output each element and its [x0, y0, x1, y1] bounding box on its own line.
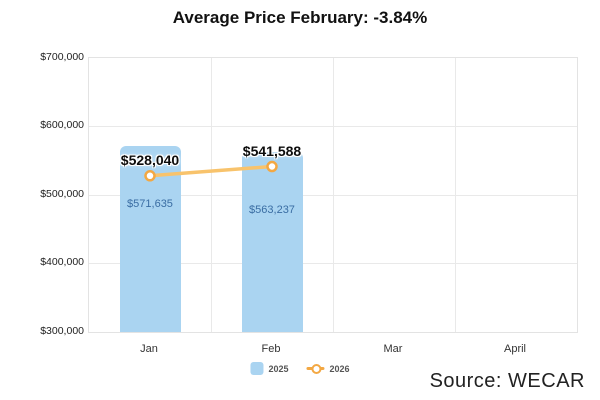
- y-axis-tick: $700,000: [40, 51, 84, 63]
- legend-item-2025[interactable]: 2025: [250, 362, 289, 375]
- x-axis-label-april: April: [503, 343, 527, 355]
- line-marker-feb: [266, 160, 278, 173]
- line-value-label: $528,040: [120, 151, 180, 168]
- x-axis-label-feb: Feb: [261, 343, 281, 355]
- legend-label-2025: 2025: [268, 363, 289, 374]
- bar-value-label: $571,635: [127, 197, 173, 210]
- legend-label-2026: 2026: [329, 363, 350, 374]
- trend-line-2026: [144, 160, 278, 182]
- bar-value-label: $563,237: [249, 203, 295, 216]
- chart-title: Average Price February: -3.84%: [172, 8, 428, 27]
- legend-swatch-2025: [250, 362, 264, 375]
- y-axis-tick: $600,000: [40, 119, 84, 131]
- line-marker-jan: [144, 170, 156, 182]
- bar-2025-feb: $563,237: [241, 151, 303, 332]
- source-attribution: Source: WECAR: [429, 370, 585, 392]
- plot-area: $571,635 $563,237 $528,040 $541,588: [88, 57, 578, 333]
- y-axis-tick: $400,000: [40, 256, 84, 268]
- y-axis-tick: $300,000: [40, 325, 84, 337]
- legend-swatch-2026: [306, 364, 325, 374]
- gridline-vertical: [333, 58, 334, 332]
- line-value-label: $541,588: [242, 142, 302, 159]
- gridline-vertical: [455, 58, 456, 332]
- x-axis-label-jan: Jan: [140, 343, 158, 355]
- legend: 2025 2026: [250, 362, 350, 375]
- legend-item-2026[interactable]: 2026: [306, 363, 350, 374]
- y-axis-tick: $500,000: [40, 188, 84, 200]
- x-axis-label-mar: Mar: [383, 343, 403, 355]
- gridline-vertical: [211, 58, 212, 332]
